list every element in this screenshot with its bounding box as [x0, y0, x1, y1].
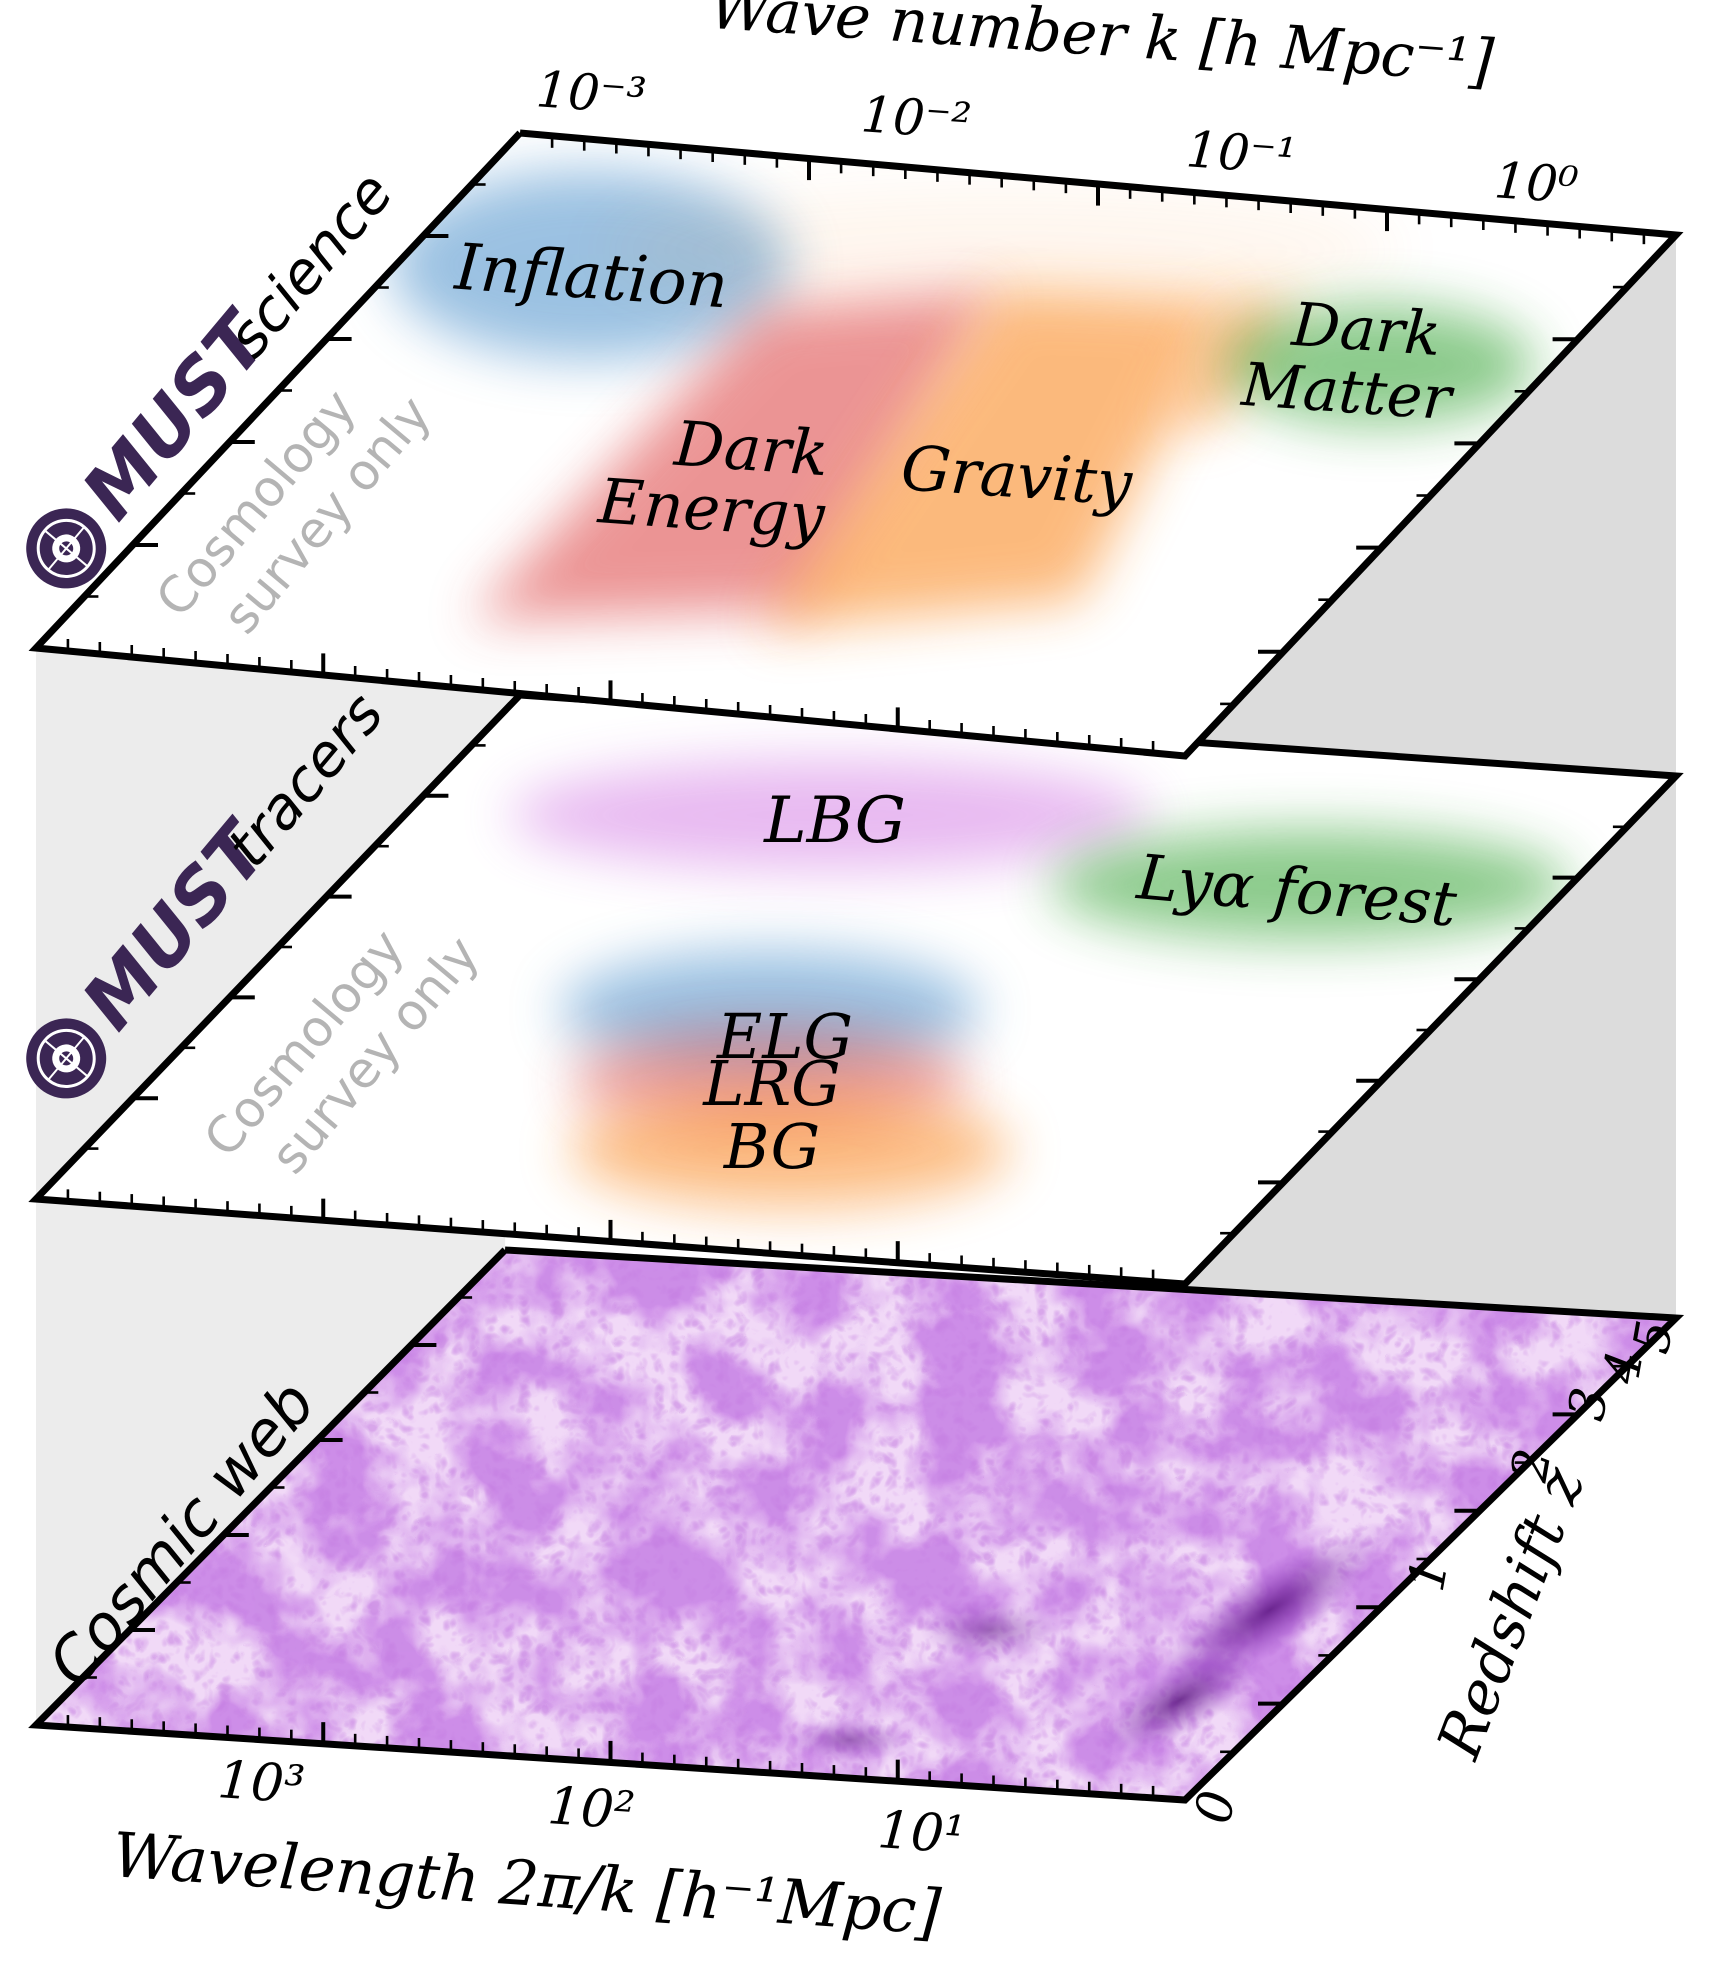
top-tick-label: 10⁻¹ — [1184, 120, 1298, 186]
inflation-fade — [600, 190, 1400, 310]
science-layer: Inflation Dark Energy Gravity Dark Matte… — [28, 129, 1684, 760]
elg-label: ELG — [716, 1000, 853, 1073]
dark-matter-label-line1: Dark — [1289, 290, 1443, 370]
dark-matter-region — [1225, 305, 1535, 425]
top-tick-labels: 10⁻³ 10⁻² 10⁻¹ 10⁰ — [534, 60, 1580, 215]
lbg-region — [510, 760, 1150, 870]
gravity-label: Gravity — [899, 431, 1135, 520]
top-tick-label: 10⁻² — [859, 85, 973, 151]
dark-energy-label-line2: Energy — [595, 464, 828, 553]
gravity-region — [760, 290, 1230, 630]
bottom-tick-labels: 10³ 10² 10¹ — [216, 1750, 967, 1866]
right-tick-label: 1 — [1397, 1554, 1460, 1595]
lrg-label: LRG — [702, 1047, 840, 1120]
bottom-tick-label: 10³ — [216, 1750, 307, 1816]
top-axis-label: Wave number k [h Mpc⁻¹] — [707, 0, 1496, 97]
must-logo-icon — [26, 1018, 107, 1099]
dark-matter-label-line2: Matter — [1238, 350, 1456, 435]
lbg-label: LBG — [763, 784, 906, 858]
top-tick-label: 10⁻³ — [534, 60, 648, 126]
bg-region — [570, 1092, 1010, 1208]
must-logo-icon — [26, 508, 107, 589]
tracers-layer: LBG Lyα forest ELG LRG BG Cosmology surv… — [28, 691, 1684, 1288]
bottom-axis-label: Wavelength 2π/k [h⁻¹Mpc] — [110, 1818, 944, 1949]
top-tick-label: 10⁰ — [1492, 151, 1580, 215]
bottom-tick-label: 10² — [546, 1776, 637, 1842]
dark-energy-label-line1: Dark — [671, 407, 831, 491]
bg-label: BG — [723, 1110, 820, 1183]
dark-energy-region — [470, 290, 1000, 620]
lya-region — [1050, 830, 1570, 940]
right-tick-label: 0 — [1184, 1786, 1247, 1827]
bottom-tick-label: 10¹ — [876, 1800, 967, 1866]
